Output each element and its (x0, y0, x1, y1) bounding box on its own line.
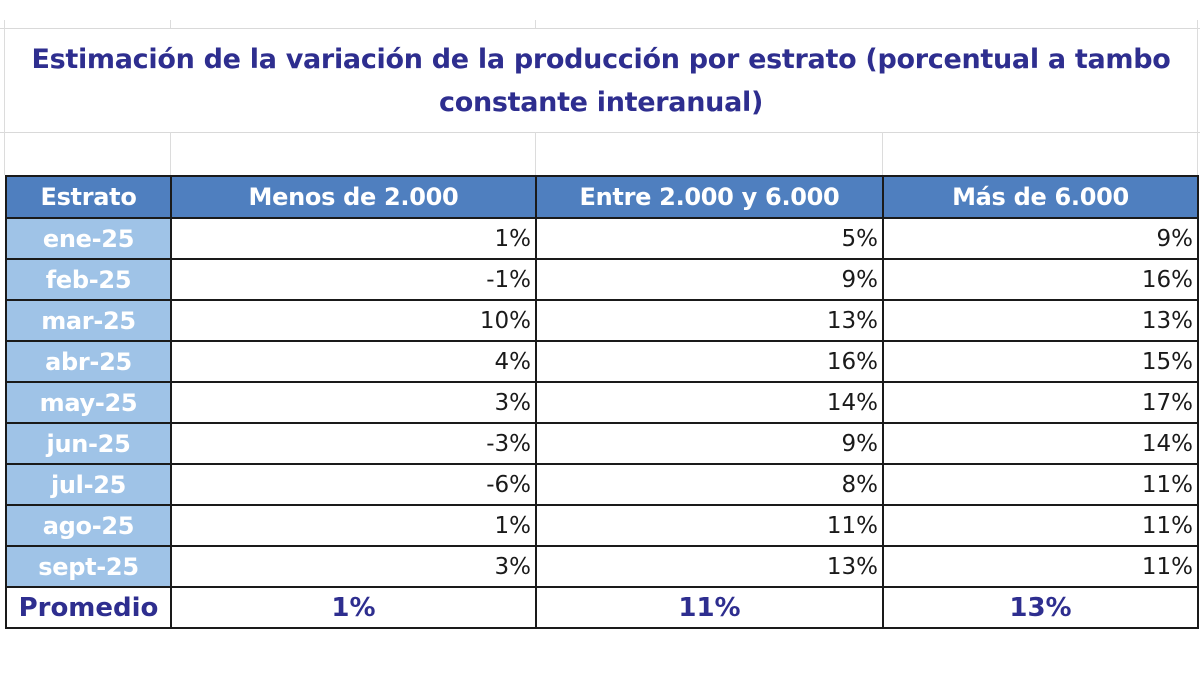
table-row: may-25 3% 14% 17% (5, 381, 1199, 424)
cell-value: -6% (170, 463, 537, 506)
cell-value: 13% (535, 299, 884, 342)
header-entre-2000-6000: Entre 2.000 y 6.000 (535, 175, 884, 219)
row-label: feb-25 (5, 258, 172, 301)
table-row: sept-25 3% 13% 11% (5, 545, 1199, 588)
header-row: Estrato Menos de 2.000 Entre 2.000 y 6.0… (5, 175, 1199, 219)
average-value: 11% (535, 586, 884, 629)
cell-value: 10% (170, 299, 537, 342)
gridline (535, 132, 536, 175)
cell-value: 3% (170, 381, 537, 424)
cell-value: 3% (170, 545, 537, 588)
gridline (4, 20, 5, 175)
table-row: jul-25 -6% 8% 11% (5, 463, 1199, 506)
row-label: jul-25 (5, 463, 172, 506)
table-row: ago-25 1% 11% 11% (5, 504, 1199, 547)
gridline (535, 20, 536, 28)
cell-value: 11% (882, 463, 1199, 506)
table-title: Estimación de la variación de la producc… (31, 44, 1171, 118)
row-label: sept-25 (5, 545, 172, 588)
cell-value: 4% (170, 340, 537, 383)
header-mas-6000: Más de 6.000 (882, 175, 1199, 219)
cell-value: 14% (535, 381, 884, 424)
gridline (1197, 20, 1198, 175)
row-label: ago-25 (5, 504, 172, 547)
average-label: Promedio (5, 586, 172, 629)
cell-value: 9% (535, 422, 884, 465)
average-value: 1% (170, 586, 537, 629)
table-row: mar-25 10% 13% 13% (5, 299, 1199, 342)
gridline (882, 132, 883, 175)
header-estrato: Estrato (5, 175, 172, 219)
cell-value: 17% (882, 381, 1199, 424)
cell-value: 11% (882, 545, 1199, 588)
row-label: abr-25 (5, 340, 172, 383)
header-menos-2000: Menos de 2.000 (170, 175, 537, 219)
table-row: feb-25 -1% 9% 16% (5, 258, 1199, 301)
cell-value: 15% (882, 340, 1199, 383)
cell-value: 11% (882, 504, 1199, 547)
table-row: abr-25 4% 16% 15% (5, 340, 1199, 383)
cell-value: 1% (170, 504, 537, 547)
average-value: 13% (882, 586, 1199, 629)
table-row: jun-25 -3% 9% 14% (5, 422, 1199, 465)
table-row: ene-25 1% 5% 9% (5, 217, 1199, 260)
cell-value: 11% (535, 504, 884, 547)
row-label: mar-25 (5, 299, 172, 342)
cell-value: 5% (535, 217, 884, 260)
cell-value: 14% (882, 422, 1199, 465)
row-label: jun-25 (5, 422, 172, 465)
gridline (170, 132, 171, 175)
cell-value: -1% (170, 258, 537, 301)
cell-value: 16% (882, 258, 1199, 301)
production-table: Estrato Menos de 2.000 Entre 2.000 y 6.0… (5, 175, 1199, 629)
cell-value: 13% (535, 545, 884, 588)
cell-value: 1% (170, 217, 537, 260)
cell-value: 9% (882, 217, 1199, 260)
gridline (0, 28, 1200, 29)
gridline (0, 132, 1200, 133)
gridline (170, 20, 171, 28)
row-label: ene-25 (5, 217, 172, 260)
cell-value: 9% (535, 258, 884, 301)
cell-value: 16% (535, 340, 884, 383)
row-label: may-25 (5, 381, 172, 424)
cell-value: 8% (535, 463, 884, 506)
cell-value: 13% (882, 299, 1199, 342)
cell-value: -3% (170, 422, 537, 465)
average-row: Promedio 1% 11% 13% (5, 586, 1199, 629)
